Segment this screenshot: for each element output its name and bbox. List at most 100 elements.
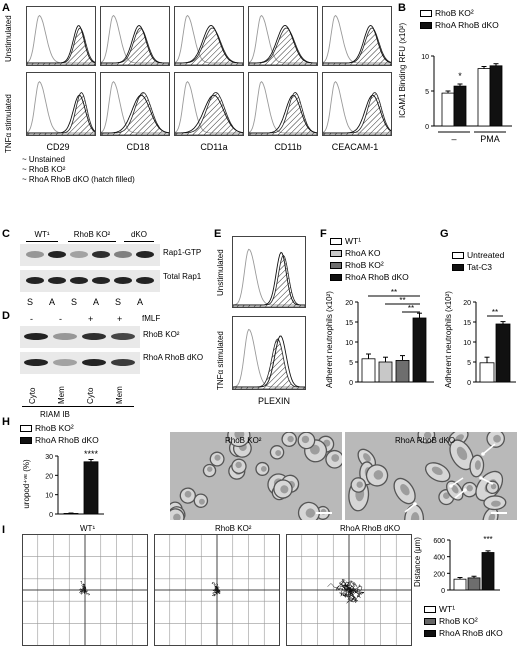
panel-i-title-wt: WT¹ — [80, 524, 96, 533]
band-rap1gtp — [26, 251, 44, 258]
panel-d-blot — [20, 326, 140, 374]
panel-a-col-label-ceacam1: CEACAM-1 — [331, 142, 379, 152]
band-rhob — [53, 333, 77, 340]
cell-track — [339, 584, 350, 597]
hist-dko — [249, 27, 317, 65]
blot-strip-rhob — [20, 326, 140, 348]
cell-track — [348, 583, 361, 596]
arrow — [404, 503, 416, 513]
scale-bar — [316, 512, 332, 514]
panel-c-group-wt: WT¹ — [34, 230, 50, 239]
y-tick-label: 0 — [425, 124, 429, 131]
panel-b-chart: 0 5 10 * – PMA — [421, 54, 512, 144]
hist-a-unstim-2 — [174, 6, 244, 66]
hist-dko — [27, 91, 95, 135]
category-label-ctrl: – — [451, 134, 456, 144]
bar-untreated — [479, 362, 495, 383]
y-tick-label: 30 — [45, 454, 53, 461]
bar-rhob-ko — [395, 360, 410, 383]
cell-track — [344, 581, 351, 592]
cell — [483, 495, 507, 511]
bar-dko — [412, 317, 427, 383]
band-total-rap1 — [92, 277, 110, 284]
cell — [425, 462, 451, 483]
y-tick-label: 0 — [349, 380, 353, 387]
cell-track — [347, 589, 357, 603]
cell-track — [344, 585, 354, 597]
cell-track — [348, 584, 364, 594]
frame — [286, 534, 412, 646]
hist-rhob-ko — [249, 94, 317, 134]
hist-a-tnf-4 — [322, 72, 392, 136]
lane-label: A — [48, 297, 55, 307]
hist-a-tnf-1 — [100, 72, 170, 136]
blot-strip-rap1gtp — [20, 244, 160, 266]
panel-h-ylabel: uropod⁺ᵛᵉ (%) — [22, 459, 31, 509]
arrow-head — [413, 502, 417, 506]
hist-dko — [101, 27, 169, 65]
cell — [350, 477, 367, 493]
cell-track — [212, 589, 218, 596]
hist-a-unstim-0 — [26, 6, 96, 66]
lane-label: Cyto — [28, 387, 37, 404]
panel-h-legend-dko: RhoA RhoB dKO — [20, 435, 99, 445]
hist-a-unstim-4 — [322, 6, 392, 66]
micrograph-dko-title: RhoA RhoB dKO — [395, 436, 456, 445]
panel-label-d: D — [2, 310, 10, 322]
band-rhob — [111, 333, 135, 340]
panel-i-chart: 0 200 400 600 *** — [433, 535, 500, 594]
cell-track — [79, 588, 86, 592]
sig-label: *** — [483, 535, 492, 544]
band-rhob — [82, 333, 106, 340]
panel-i-legend-wt: WT¹ — [424, 604, 455, 614]
cell-track — [348, 587, 359, 594]
y-tick-label: 20 — [345, 300, 353, 307]
cell-track — [82, 588, 87, 593]
cell — [449, 439, 474, 471]
hist-rhob-ko — [233, 251, 305, 306]
band-rhob — [24, 333, 48, 340]
category-label-pma: PMA — [480, 134, 500, 144]
panel-b-sig: * — [458, 71, 462, 81]
cell — [202, 463, 217, 478]
panel-i-legend-dko: RhoA RhoB dKO — [424, 628, 503, 638]
cell-track — [216, 589, 221, 595]
panel-label-g: G — [440, 228, 449, 240]
fmlf-sign: - — [59, 314, 62, 324]
bar-dko — [481, 552, 495, 591]
band-rap1gtp — [48, 251, 66, 258]
cell-track — [335, 585, 351, 593]
hist-rhob-ko — [323, 25, 391, 64]
panel-label-b: B — [398, 2, 406, 14]
panel-label-a: A — [2, 2, 10, 14]
micrograph-rhob-title: RhoB KO² — [225, 436, 262, 445]
bar-rhob — [467, 577, 481, 591]
hist-e-tnf — [232, 316, 306, 390]
cell-track — [212, 588, 220, 592]
cell — [469, 454, 485, 478]
panel-a-legend: ~ Unstained ~ RhoB KO² ~ RhoA RhoB dKO (… — [22, 155, 135, 185]
fmlf-sign: + — [117, 314, 123, 324]
bar-wt — [453, 578, 467, 591]
hist-rhob-ko — [101, 94, 169, 134]
panel-label-h: H — [2, 416, 10, 428]
bar-wt — [361, 358, 376, 383]
band-dko — [24, 359, 48, 366]
hist-dko — [323, 27, 391, 65]
lane-label: S — [26, 297, 33, 307]
sig-label: ** — [391, 288, 397, 297]
cell — [179, 487, 196, 504]
y-tick-label: 15 — [463, 320, 471, 327]
cell-track — [346, 589, 355, 601]
arrow-head — [463, 488, 467, 492]
panel-d-band-dko: RhoA RhoB dKO — [143, 353, 204, 362]
cell-track — [211, 581, 218, 591]
cell — [273, 479, 293, 499]
panel-i-legend-rhob: RhoB KO² — [424, 616, 478, 626]
band-rap1gtp — [136, 251, 154, 258]
hist-dko — [233, 338, 305, 389]
panel-f-ylabel: Adherent neutrophils (x10²) — [325, 291, 334, 388]
panel-a-col-label-cd11a: CD11a — [200, 142, 228, 152]
panel-h-legend-rhob: RhoB KO² — [20, 423, 74, 433]
